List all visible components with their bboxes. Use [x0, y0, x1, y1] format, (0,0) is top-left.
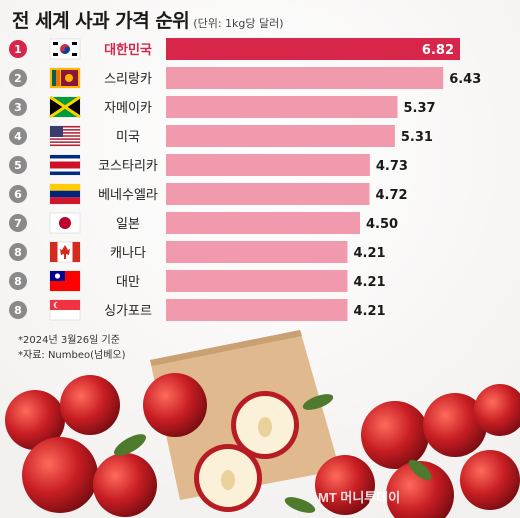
value-label: 4.21	[353, 246, 385, 261]
value-label: 4.72	[375, 188, 407, 203]
value-label: 6.43	[449, 72, 481, 87]
rank-number: 8	[14, 275, 22, 288]
rank-number: 1	[14, 43, 22, 56]
rank-badge	[9, 40, 27, 58]
value-label: 4.50	[366, 217, 398, 232]
rank-badge	[9, 127, 27, 145]
rank-badge	[9, 243, 27, 261]
value-label: 4.21	[353, 275, 385, 290]
flag-sri-lanka-icon	[49, 67, 81, 89]
rank-number: 8	[14, 246, 22, 259]
rank-badge	[9, 272, 27, 290]
flag-singapore-icon	[49, 299, 81, 321]
flag-jamaica-icon	[49, 95, 81, 119]
value-label: 6.82	[422, 43, 454, 58]
country-label: 미국	[116, 130, 140, 145]
apple-halves	[194, 391, 299, 512]
bar	[166, 299, 348, 321]
unit-label: (단위: 1kg당 달러)	[193, 17, 284, 30]
rank-number: 5	[14, 159, 22, 172]
bar	[166, 212, 360, 234]
note-date: *2024년 3월26일 기준	[18, 335, 120, 346]
country-label: 스리랑카	[104, 72, 152, 87]
apple-group	[5, 373, 520, 518]
rank-badge	[9, 185, 27, 203]
rank-number: 2	[14, 72, 22, 85]
rank-number: 3	[14, 101, 22, 114]
rank-badge	[9, 214, 27, 232]
flag-taiwan-icon	[49, 270, 81, 292]
flag-usa-icon	[49, 125, 81, 147]
country-label: 캐나다	[110, 246, 146, 261]
chart-title-text: 전 세계 사과 가격 순위	[12, 10, 190, 32]
flag-korea-icon	[49, 38, 81, 60]
bar	[166, 96, 398, 118]
country-label: 일본	[116, 217, 140, 232]
rank-number: 4	[14, 130, 22, 143]
flag-costa-rica-icon	[49, 154, 81, 176]
bar	[166, 154, 370, 176]
chart-title: 전 세계 사과 가격 순위 (단위: 1kg당 달러)	[12, 6, 284, 33]
rank-badge	[9, 301, 27, 319]
country-label: 자메이카	[104, 101, 152, 116]
note-source: *자료: Numbeo(넘베오)	[18, 350, 126, 361]
leaves	[114, 394, 432, 513]
bar-chart: 1 대한민국 6.82 2 스리랑카 6.43 3 자메이카 5.37 4 미국 5.31 5 코스타리카…	[9, 38, 481, 321]
rank-badge	[9, 69, 27, 87]
flag-venezuela-icon	[49, 183, 81, 205]
rank-number: 6	[14, 188, 22, 201]
value-label: 4.73	[376, 159, 408, 174]
value-label: 4.21	[353, 304, 385, 319]
flag-japan-icon	[49, 212, 81, 234]
value-label: 5.31	[401, 130, 433, 145]
country-label: 코스타리카	[98, 159, 158, 174]
watermark-text: MT 머니투데이	[318, 490, 400, 505]
bar	[166, 125, 395, 147]
country-label: 대한민국	[104, 42, 152, 58]
bar	[166, 67, 444, 89]
bar	[166, 183, 370, 205]
flag-canada-icon	[49, 241, 81, 263]
bar	[166, 270, 348, 292]
country-label: 싱가포르	[104, 304, 152, 319]
rank-badge	[9, 98, 27, 116]
bar	[166, 38, 460, 60]
bar	[166, 241, 348, 263]
country-label: 대만	[116, 275, 140, 290]
value-label: 5.37	[403, 101, 435, 116]
rank-badge	[9, 156, 27, 174]
rank-number: 7	[14, 217, 22, 230]
country-label: 베네수엘라	[98, 188, 158, 203]
rank-number: 8	[14, 304, 22, 317]
